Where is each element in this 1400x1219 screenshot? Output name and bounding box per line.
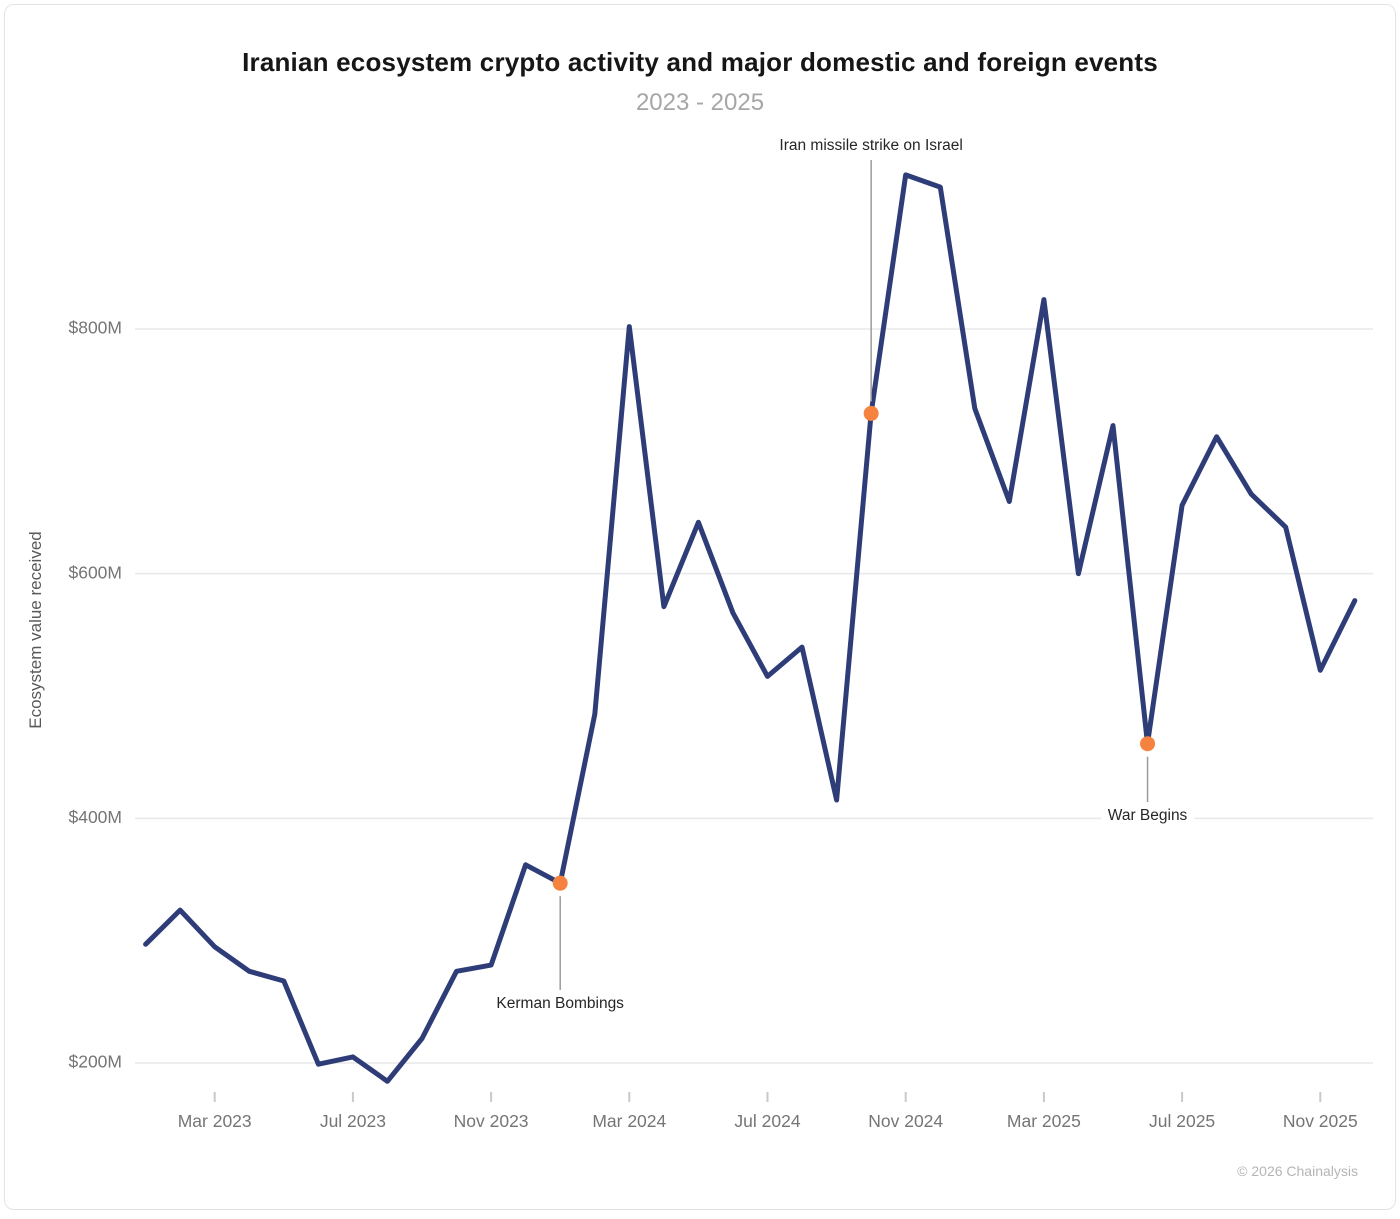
svg-text:Jul 2025: Jul 2025	[1149, 1111, 1215, 1131]
svg-text:$800M: $800M	[68, 318, 122, 338]
page-title: Iranian ecosystem crypto activity and ma…	[242, 47, 1158, 77]
chart-card: Iranian ecosystem crypto activity and ma…	[4, 4, 1396, 1210]
svg-text:Jul 2023: Jul 2023	[320, 1111, 386, 1131]
svg-text:Mar 2024: Mar 2024	[592, 1111, 666, 1131]
svg-text:$400M: $400M	[68, 807, 122, 827]
svg-text:$600M: $600M	[68, 562, 122, 582]
svg-text:$200M: $200M	[68, 1052, 122, 1072]
svg-text:Jul 2024: Jul 2024	[734, 1111, 800, 1131]
svg-text:Mar 2025: Mar 2025	[1007, 1111, 1081, 1131]
svg-text:Nov 2024: Nov 2024	[868, 1111, 943, 1131]
svg-text:Mar 2023: Mar 2023	[178, 1111, 252, 1131]
chart-canvas: $200M $400M $600M $800M Mar 2023 Jul 2023 Nov …	[68, 160, 1373, 1131]
annotation-label-kerman-bombings: Kerman Bombings	[489, 994, 631, 1014]
page-subtitle: 2023 - 2025	[635, 89, 765, 116]
annotation-label-war-begins: War Begins	[1100, 806, 1195, 826]
footer-copyright: © 2026 Chainalysis	[1237, 1163, 1358, 1179]
svg-text:Nov 2025: Nov 2025	[1283, 1111, 1358, 1131]
svg-text:Nov 2023: Nov 2023	[454, 1111, 529, 1131]
annotation-label-iran-missile-strike: Iran missile strike on Israel	[772, 136, 970, 156]
